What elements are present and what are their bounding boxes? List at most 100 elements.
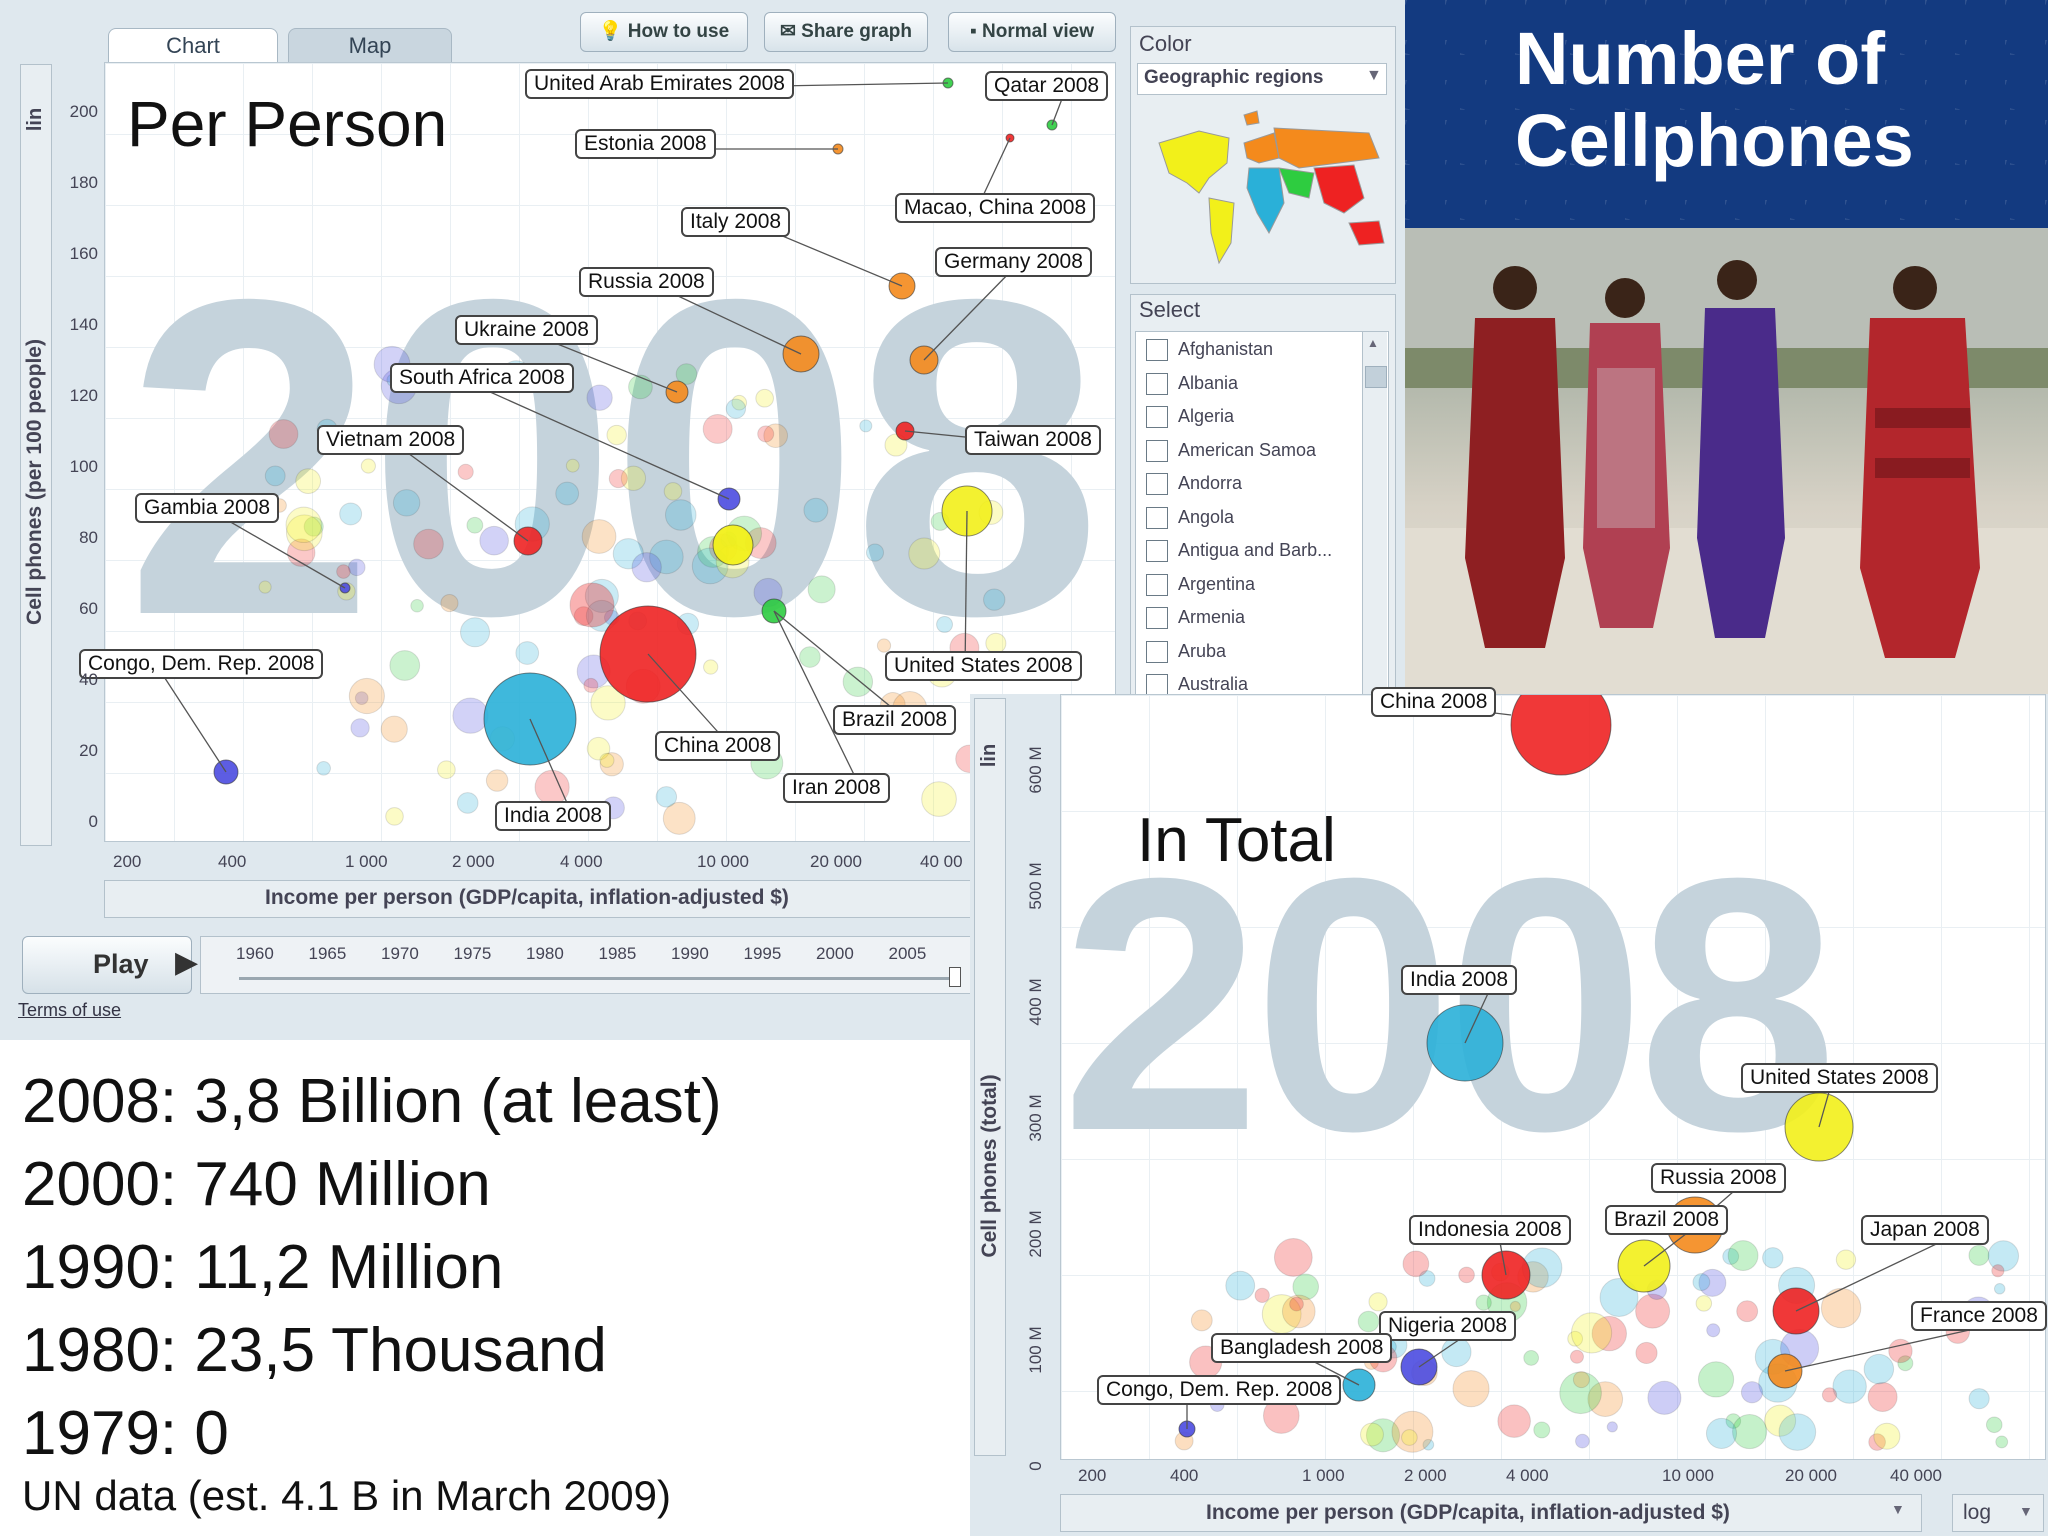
country-item[interactable]: Algeria — [1146, 401, 1234, 431]
country-label[interactable]: United States 2008 — [885, 651, 1082, 681]
country-bubble[interactable] — [515, 641, 540, 665]
country-bubble[interactable] — [1740, 1381, 1764, 1404]
country-bubble[interactable] — [590, 685, 626, 721]
country-bubble[interactable] — [1706, 1323, 1721, 1338]
country-bubble[interactable] — [286, 538, 316, 567]
country-bubble[interactable] — [702, 413, 733, 444]
country-bubble[interactable] — [763, 423, 789, 449]
per-person-bubbles[interactable] — [105, 63, 1115, 841]
country-bubble[interactable] — [1987, 1240, 2020, 1272]
country-list[interactable]: Afghanistan Albania Algeria American Samoa A… — [1135, 331, 1389, 733]
country-bubble[interactable] — [555, 481, 580, 506]
country-label[interactable]: Russia 2008 — [579, 267, 714, 297]
country-bubble[interactable] — [485, 769, 509, 792]
country-bubble[interactable] — [354, 691, 369, 705]
country-bubble[interactable] — [285, 506, 322, 544]
country-label[interactable]: Nigeria 2008 — [1379, 1311, 1517, 1341]
country-bubble[interactable] — [350, 718, 370, 738]
country-checkbox[interactable] — [1146, 506, 1168, 529]
country-bubble[interactable] — [1762, 1247, 1784, 1269]
country-bubble[interactable] — [1727, 1240, 1759, 1271]
country-bubble[interactable] — [1635, 1293, 1671, 1329]
country-bubble[interactable] — [1647, 1380, 1682, 1415]
country-checkbox[interactable] — [1146, 573, 1168, 596]
country-bubble[interactable] — [1533, 1421, 1551, 1439]
country-bubble[interactable] — [392, 489, 421, 517]
country-bubble[interactable] — [581, 519, 617, 554]
country-bubble[interactable] — [631, 552, 662, 583]
country-checkbox[interactable] — [1146, 372, 1168, 395]
country-item[interactable]: Andorra — [1146, 468, 1242, 498]
country-label[interactable]: Gambia 2008 — [135, 493, 280, 523]
country-bubble[interactable] — [1695, 1295, 1713, 1312]
country-bubble[interactable] — [1570, 1312, 1613, 1354]
country-bubble[interactable] — [413, 528, 444, 560]
country-bubble[interactable] — [1418, 1270, 1436, 1287]
country-bubble[interactable] — [712, 524, 754, 566]
country-bubble[interactable] — [316, 760, 331, 776]
country-bubble[interactable] — [1698, 1268, 1727, 1297]
country-bubble[interactable] — [664, 499, 697, 531]
country-bubble[interactable] — [380, 715, 408, 743]
country-bubble[interactable] — [1863, 1353, 1895, 1385]
country-bubble[interactable] — [1402, 1250, 1430, 1278]
country-bubble[interactable] — [1567, 1330, 1584, 1347]
country-item[interactable]: Armenia — [1146, 602, 1245, 632]
country-label[interactable]: Indonesia 2008 — [1409, 1215, 1571, 1245]
country-bubble[interactable] — [1736, 1300, 1759, 1323]
country-bubble[interactable] — [1497, 1404, 1531, 1438]
country-item[interactable]: Antigua and Barb... — [1146, 535, 1332, 565]
country-bubble[interactable] — [565, 458, 580, 473]
country-bubble[interactable] — [1868, 1433, 1886, 1451]
country-label[interactable]: Qatar 2008 — [985, 71, 1109, 101]
country-bubble[interactable] — [675, 363, 698, 385]
country-bubble[interactable] — [1968, 1244, 1990, 1266]
country-label[interactable]: Vietnam 2008 — [317, 425, 465, 455]
country-label[interactable]: Congo, Dem. Rep. 2008 — [79, 649, 324, 679]
tab-map[interactable]: Map — [288, 28, 452, 63]
country-item[interactable]: Argentina — [1146, 569, 1255, 599]
country-bubble[interactable] — [440, 593, 459, 613]
country-label[interactable]: Estonia 2008 — [575, 129, 716, 159]
country-bubble[interactable] — [1897, 1355, 1914, 1372]
country-bubble[interactable] — [586, 736, 611, 761]
country-bubble[interactable] — [1985, 1416, 2003, 1434]
scroll-thumb[interactable] — [1365, 366, 1387, 388]
country-bubble[interactable] — [410, 598, 424, 613]
country-bubble[interactable] — [807, 575, 836, 604]
country-bubble[interactable] — [606, 424, 627, 446]
how-to-use-button[interactable]: 💡 How to use — [580, 12, 748, 52]
terms-of-use-link[interactable]: Terms of use — [18, 1000, 122, 1020]
country-bubble[interactable] — [295, 468, 322, 495]
country-bubble[interactable] — [534, 769, 570, 805]
country-bubble[interactable] — [725, 398, 747, 419]
play-button[interactable]: Play ▶ — [22, 936, 198, 994]
country-bubble[interactable] — [348, 558, 366, 577]
country-bubble[interactable] — [1254, 1287, 1270, 1303]
country-bubble[interactable] — [983, 588, 1006, 611]
country-bubble[interactable] — [1888, 1338, 1913, 1364]
country-bubble[interactable] — [1873, 1422, 1901, 1450]
country-checkbox[interactable] — [1146, 674, 1168, 697]
x-axis-selector-total[interactable]: Income per person (GDP/capita, inflation… — [1060, 1494, 1922, 1532]
country-bubble[interactable] — [757, 425, 775, 443]
country-bubble[interactable] — [1722, 1248, 1740, 1265]
country-bubble[interactable] — [1475, 1294, 1492, 1311]
country-bubble[interactable] — [348, 677, 385, 715]
country-bubble[interactable] — [1705, 1417, 1738, 1449]
country-label[interactable]: Taiwan 2008 — [965, 425, 1101, 455]
country-label[interactable]: Macao, China 2008 — [895, 193, 1096, 223]
x-scale-selector[interactable]: log ▼ — [1952, 1494, 2044, 1532]
country-bubble[interactable] — [599, 752, 624, 777]
country-checkbox[interactable] — [1146, 406, 1168, 429]
country-bubble[interactable] — [1591, 1315, 1627, 1352]
share-graph-button[interactable]: ✉ Share graph — [764, 12, 928, 52]
country-bubble[interactable] — [876, 638, 892, 653]
country-label[interactable]: United Arab Emirates 2008 — [525, 69, 794, 99]
country-checkbox[interactable] — [1146, 439, 1168, 462]
country-bubble[interactable] — [1575, 1433, 1590, 1449]
y-scale-toggle[interactable]: lin — [24, 107, 47, 132]
country-bubble[interactable] — [1357, 1310, 1380, 1333]
country-label[interactable]: India 2008 — [1401, 965, 1518, 995]
country-bubble[interactable] — [1606, 1421, 1618, 1433]
